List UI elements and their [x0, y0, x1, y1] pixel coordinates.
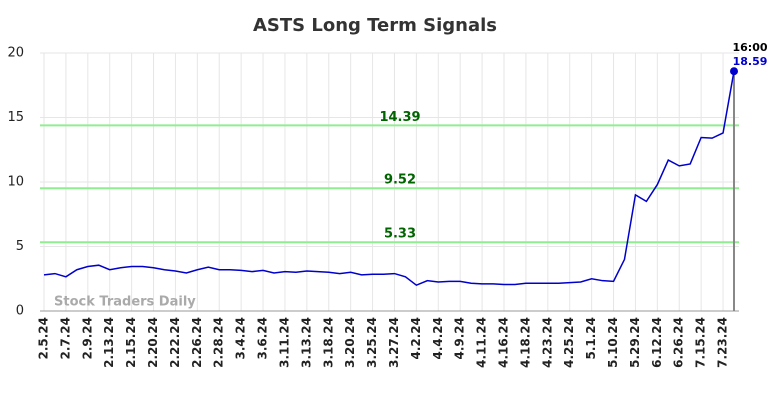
x-tick-label: 7.15.24 — [694, 317, 708, 368]
x-tick-label: 2.5.24 — [37, 317, 51, 360]
x-tick-label: 3.25.24 — [365, 317, 379, 368]
x-tick-label: 2.7.24 — [58, 317, 72, 360]
signal-label: 9.52 — [384, 173, 416, 188]
x-tick-label: 5.29.24 — [628, 317, 642, 368]
x-tick-label: 2.22.24 — [168, 317, 182, 368]
chart-title: ASTS Long Term Signals — [253, 15, 497, 36]
price-line — [43, 71, 735, 287]
x-tick-label: 4.9.24 — [453, 317, 467, 360]
x-tick-label: 2.26.24 — [190, 317, 204, 368]
x-tick-label: 2.13.24 — [102, 317, 116, 368]
x-tick-label: 4.25.24 — [562, 317, 576, 368]
x-tick-label: 3.6.24 — [256, 317, 270, 360]
watermark: Stock Traders Daily — [54, 295, 196, 310]
x-tick-label: 4.18.24 — [518, 317, 532, 368]
y-tick-label: 0 — [16, 304, 24, 319]
x-tick-label: 2.20.24 — [146, 317, 160, 368]
y-tick-label: 15 — [7, 110, 24, 125]
x-tick-label: 3.20.24 — [343, 317, 357, 368]
x-tick-label: 4.11.24 — [475, 317, 489, 368]
y-tick-label: 10 — [7, 175, 24, 190]
x-tick-label: 2.28.24 — [212, 317, 226, 368]
last-value: 18.59 — [733, 55, 768, 68]
x-tick-label: 3.18.24 — [321, 317, 335, 368]
x-tick-label: 3.13.24 — [299, 317, 313, 368]
end-time: 16:00 — [732, 41, 767, 54]
x-tick-label: 7.23.24 — [716, 317, 730, 368]
x-tick-label: 6.26.24 — [672, 317, 686, 368]
x-tick-label: 4.23.24 — [540, 317, 554, 368]
x-tick-label: 3.27.24 — [387, 317, 401, 368]
x-tick-label: 4.16.24 — [497, 317, 511, 368]
x-tick-label: 4.4.24 — [431, 317, 445, 360]
x-tick-label: 2.9.24 — [80, 317, 94, 360]
x-tick-label: 3.4.24 — [234, 317, 248, 360]
x-tick-label: 3.11.24 — [277, 317, 291, 368]
last-point — [730, 67, 738, 76]
y-tick-label: 5 — [16, 239, 24, 254]
x-tick-label: 5.1.24 — [584, 317, 598, 360]
y-tick-label: 20 — [7, 46, 24, 61]
x-tick-label: 2.15.24 — [124, 317, 138, 368]
x-tick-label: 5.10.24 — [606, 317, 620, 368]
x-tick-label: 4.2.24 — [409, 317, 423, 360]
signal-label: 14.39 — [379, 110, 420, 125]
signal-label: 5.33 — [384, 227, 416, 242]
x-tick-label: 6.12.24 — [650, 317, 664, 368]
